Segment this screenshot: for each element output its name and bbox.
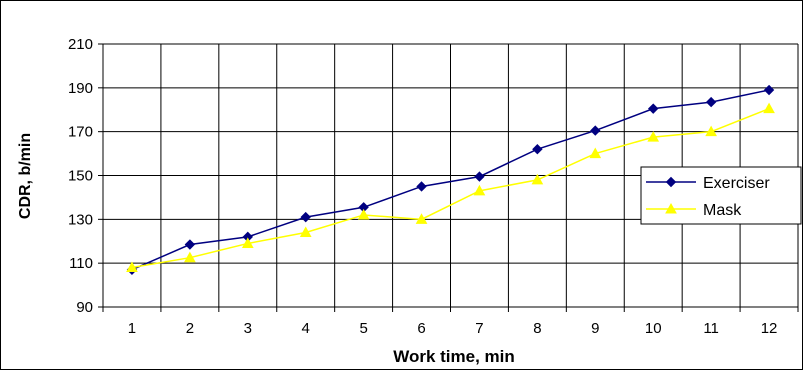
legend: Exerciser Mask xyxy=(640,166,802,225)
y-axis-title: CDR, b/min xyxy=(17,133,34,219)
x-tick-label: 5 xyxy=(359,320,367,337)
data-point-exerciser xyxy=(763,84,775,96)
legend-box xyxy=(640,166,802,225)
data-point-exerciser xyxy=(648,103,659,114)
data-point-mask xyxy=(126,261,138,273)
series-layer xyxy=(126,84,775,275)
series-line-mask xyxy=(131,107,770,269)
data-point-mask xyxy=(473,184,486,196)
data-point-exerciser xyxy=(590,125,601,136)
data-point-mask xyxy=(705,125,717,137)
data-point-mask xyxy=(357,208,370,220)
x-tick-label: 8 xyxy=(533,320,541,337)
x-tick-label: 6 xyxy=(417,320,425,337)
axis-labels: Work time, min CDR, b/min xyxy=(17,133,515,366)
y-tick-label: 110 xyxy=(69,255,93,272)
data-point-exerciser xyxy=(184,239,196,250)
data-point-mask xyxy=(589,147,602,159)
x-tick-label: 9 xyxy=(591,320,599,337)
legend-marker-exerciser xyxy=(665,176,677,188)
legend-label-exerciser: Exerciser xyxy=(703,175,770,192)
x-tick-label: 2 xyxy=(186,320,194,337)
x-tick-label: 4 xyxy=(302,320,310,337)
x-axis-title: Work time, min xyxy=(393,347,515,366)
x-tick-label: 3 xyxy=(244,320,252,337)
y-tick-label: 210 xyxy=(68,36,93,53)
x-tick-label: 10 xyxy=(645,320,662,337)
data-point-exerciser xyxy=(474,171,485,182)
legend-label-mask: Mask xyxy=(703,202,742,219)
y-tick-label: 90 xyxy=(76,299,93,316)
x-tick-label: 11 xyxy=(703,320,719,337)
data-point-mask xyxy=(184,251,196,263)
legend-marker-mask xyxy=(665,202,677,214)
data-point-mask xyxy=(647,131,660,142)
data-point-exerciser xyxy=(416,181,427,192)
y-tick-label: 130 xyxy=(68,211,93,228)
y-tick-label: 150 xyxy=(68,168,93,185)
y-tick-label: 190 xyxy=(68,80,93,97)
data-point-exerciser xyxy=(705,96,717,108)
data-point-mask xyxy=(415,213,428,224)
data-point-exerciser xyxy=(532,143,543,155)
x-tick-label: 12 xyxy=(761,320,778,337)
data-point-exerciser xyxy=(300,211,311,223)
data-point-mask xyxy=(763,102,775,114)
y-tick-label: 170 xyxy=(68,124,93,141)
data-point-mask xyxy=(241,237,254,248)
x-tick-label: 1 xyxy=(128,320,136,337)
data-point-mask xyxy=(531,173,544,185)
series-line-exerciser xyxy=(131,89,770,271)
data-point-mask xyxy=(299,226,312,237)
x-tick-label: 7 xyxy=(475,320,483,337)
